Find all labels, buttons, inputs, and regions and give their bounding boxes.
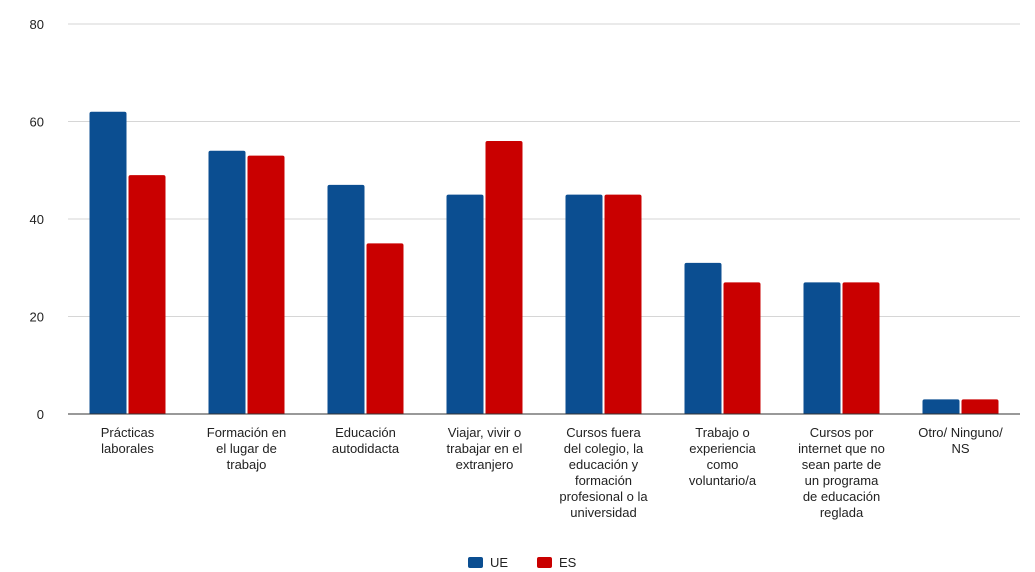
category-label-line: el lugar de: [216, 441, 277, 456]
category-label-line: sean parte de: [802, 457, 882, 472]
bar-ue-6: [803, 282, 841, 414]
bar-es-7: [961, 399, 999, 414]
category-label-line: trabajo: [227, 457, 267, 472]
category-label-line: Viajar, vivir o: [448, 425, 521, 440]
y-tick-label: 20: [30, 310, 44, 325]
y-tick-label: 0: [37, 407, 44, 422]
bar-ue-0: [89, 111, 127, 414]
category-label-line: Formación en: [207, 425, 286, 440]
bar-es-3: [485, 141, 523, 414]
bar-ue-2: [327, 184, 365, 414]
legend: UE ES: [468, 555, 577, 570]
y-tick-label: 40: [30, 212, 44, 227]
bar-ue-1: [208, 150, 246, 414]
category-label-line: voluntario/a: [689, 473, 757, 488]
category-label-line: experiencia: [689, 441, 756, 456]
category-label: Educación autodidacta: [332, 425, 400, 456]
category-label-line: Trabajo o: [695, 425, 749, 440]
category-label-line: autodidacta: [332, 441, 400, 456]
y-axis-ticks: 0 20 40 60 80: [30, 17, 44, 422]
bars: [89, 111, 999, 414]
category-label-line: laborales: [101, 441, 154, 456]
bar-es-5: [723, 282, 761, 414]
category-label: Cursos por internet que no sean parte de un…: [798, 425, 885, 520]
legend-swatch-ue: [468, 557, 483, 568]
category-label-line: como: [707, 457, 739, 472]
bar-ue-4: [565, 194, 603, 414]
category-label-line: internet que no: [798, 441, 885, 456]
category-label-line: extranjero: [456, 457, 514, 472]
category-label: Cursos fuera del colegio, la educación y fo…: [559, 425, 648, 520]
bar-es-2: [366, 243, 404, 414]
y-tick-label: 80: [30, 17, 44, 32]
legend-swatch-es: [537, 557, 552, 568]
category-label-line: un programa: [805, 473, 879, 488]
category-label: Viajar, vivir o trabajar en el extranjero: [447, 425, 523, 472]
legend-label-es: ES: [559, 555, 577, 570]
category-label: Trabajo o experiencia como voluntario/a: [689, 425, 757, 488]
category-label: Prácticas laborales: [101, 425, 155, 456]
category-label-line: reglada: [820, 505, 864, 520]
category-label-line: Cursos fuera: [566, 425, 641, 440]
category-label-line: Educación: [335, 425, 396, 440]
category-label-line: profesional o la: [559, 489, 648, 504]
bar-ue-3: [446, 194, 484, 414]
category-label-line: del colegio, la: [564, 441, 644, 456]
category-label-line: Prácticas: [101, 425, 155, 440]
category-label-line: trabajar en el: [447, 441, 523, 456]
category-label-line: formación: [575, 473, 632, 488]
bar-ue-7: [922, 399, 960, 414]
category-label-line: Otro/ Ninguno/: [918, 425, 1003, 440]
category-label-line: Cursos por: [810, 425, 874, 440]
legend-label-ue: UE: [490, 555, 508, 570]
category-label-line: educación y: [569, 457, 639, 472]
bar-es-1: [247, 155, 285, 414]
bar-es-4: [604, 194, 642, 414]
category-label-line: NS: [951, 441, 969, 456]
bar-es-0: [128, 175, 166, 414]
bar-es-6: [842, 282, 880, 414]
category-label: Otro/ Ninguno/NS: [918, 425, 1003, 456]
category-labels: Prácticas laborales Formación en el lugar d…: [101, 425, 1003, 520]
bar-ue-5: [684, 262, 722, 414]
category-label: Formación en el lugar de trabajo: [207, 425, 286, 472]
category-label-line: de educación: [803, 489, 880, 504]
y-tick-label: 60: [30, 115, 44, 130]
category-label-line: universidad: [570, 505, 637, 520]
